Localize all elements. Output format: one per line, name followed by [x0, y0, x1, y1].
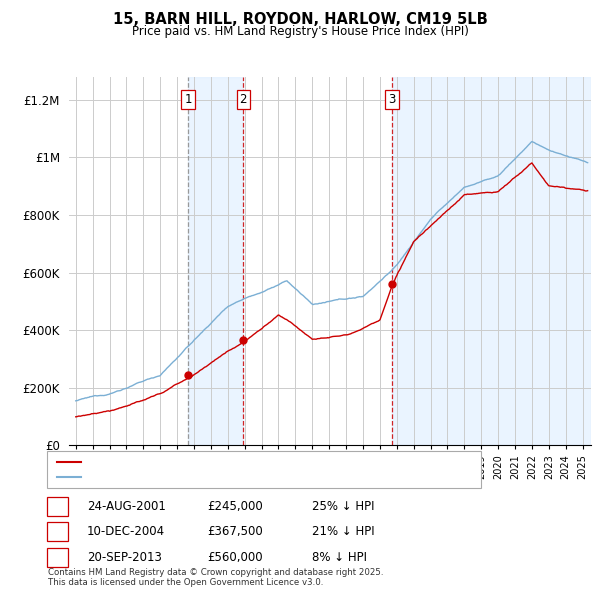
- Text: £245,000: £245,000: [207, 500, 263, 513]
- Text: 10-DEC-2004: 10-DEC-2004: [87, 525, 165, 539]
- Text: 21% ↓ HPI: 21% ↓ HPI: [312, 525, 374, 539]
- Text: £560,000: £560,000: [207, 550, 263, 564]
- Text: 3: 3: [54, 550, 61, 564]
- Text: 3: 3: [388, 93, 395, 106]
- Text: £367,500: £367,500: [207, 525, 263, 539]
- Text: Price paid vs. HM Land Registry's House Price Index (HPI): Price paid vs. HM Land Registry's House …: [131, 25, 469, 38]
- Text: 1: 1: [54, 500, 61, 513]
- Text: 15, BARN HILL, ROYDON, HARLOW, CM19 5LB: 15, BARN HILL, ROYDON, HARLOW, CM19 5LB: [113, 12, 487, 27]
- Text: HPI: Average price, detached house, Epping Forest: HPI: Average price, detached house, Eppi…: [85, 472, 349, 482]
- Text: 25% ↓ HPI: 25% ↓ HPI: [312, 500, 374, 513]
- Text: 15, BARN HILL, ROYDON, HARLOW, CM19 5LB (detached house): 15, BARN HILL, ROYDON, HARLOW, CM19 5LB …: [85, 457, 418, 467]
- Text: 20-SEP-2013: 20-SEP-2013: [87, 550, 162, 564]
- Bar: [188, 77, 244, 445]
- Text: 8% ↓ HPI: 8% ↓ HPI: [312, 550, 367, 564]
- Text: 24-AUG-2001: 24-AUG-2001: [87, 500, 166, 513]
- Text: 1: 1: [184, 93, 192, 106]
- Text: Contains HM Land Registry data © Crown copyright and database right 2025.
This d: Contains HM Land Registry data © Crown c…: [48, 568, 383, 587]
- Text: 2: 2: [239, 93, 247, 106]
- Text: 2: 2: [54, 525, 61, 539]
- Bar: [392, 77, 591, 445]
